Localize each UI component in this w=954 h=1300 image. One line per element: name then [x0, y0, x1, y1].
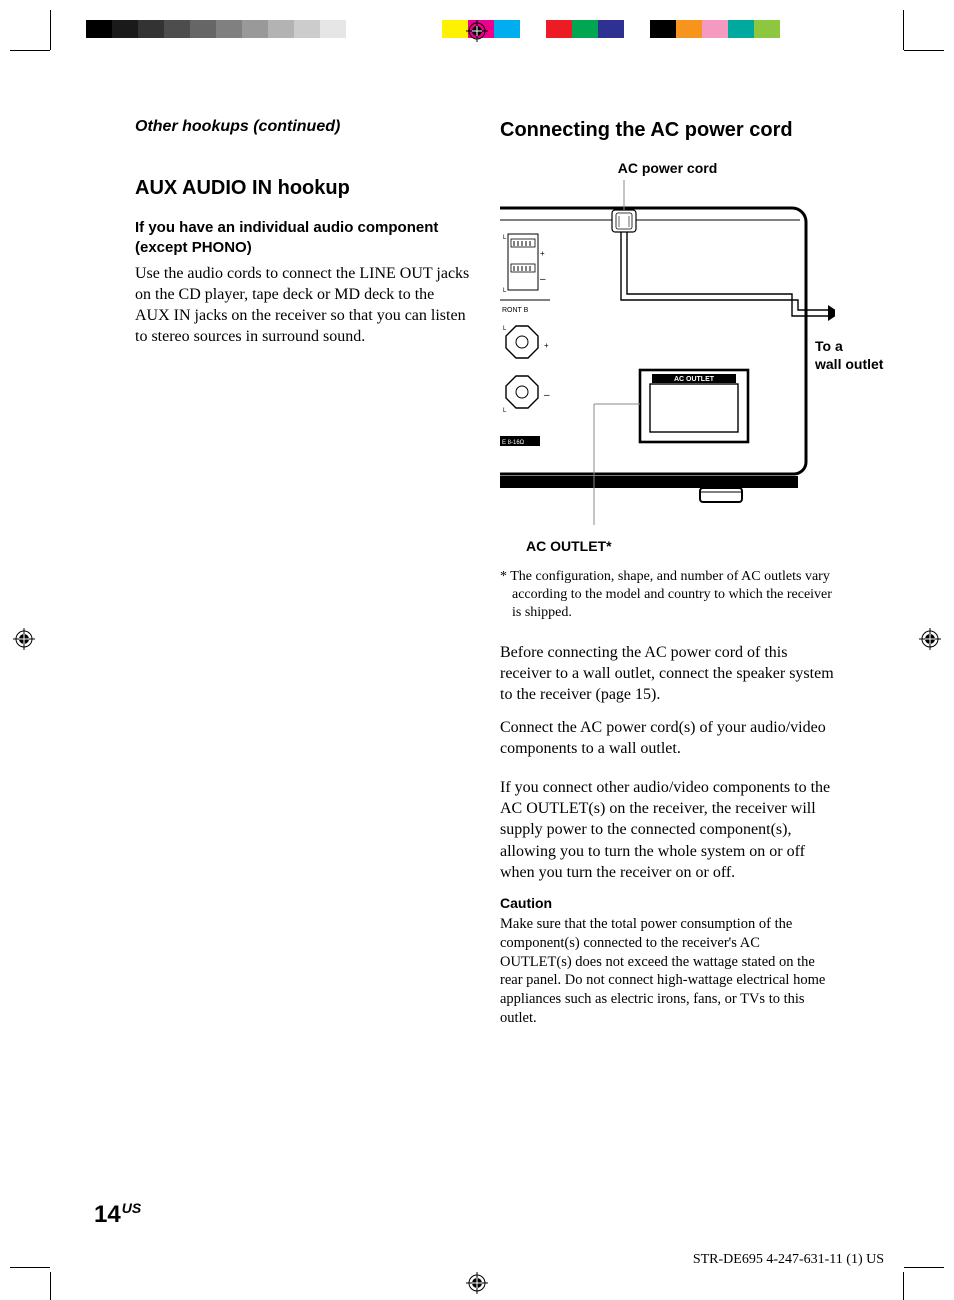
- colorbar-segment: [346, 20, 372, 38]
- colorbar-segment: [242, 20, 268, 38]
- svg-text:+: +: [540, 249, 545, 258]
- colorbar-segment: [676, 20, 702, 38]
- colorbar-segment: [164, 20, 190, 38]
- paragraph-connect-cords: Connect the AC power cord(s) of your aud…: [500, 717, 835, 759]
- colorbar-segment: [728, 20, 754, 38]
- diagram-label-ac-power-cord: AC power cord: [500, 160, 835, 176]
- svg-text:RONT B: RONT B: [502, 307, 529, 314]
- svg-text:L: L: [503, 288, 507, 294]
- crop-mark: [903, 1272, 904, 1300]
- registration-mark-icon: [466, 1272, 488, 1294]
- colorbar-segment: [86, 20, 112, 38]
- left-column: Other hookups (continued) AUX AUDIO IN h…: [135, 118, 470, 1028]
- subheading-component: If you have an individual audio componen…: [135, 218, 470, 257]
- document-footer-id: STR-DE695 4-247-631-11 (1) US: [693, 1252, 884, 1268]
- colorbar-segment: [372, 20, 442, 38]
- colorbar-segment: [190, 20, 216, 38]
- colorbar-segment: [598, 20, 624, 38]
- svg-text:+: +: [544, 341, 549, 350]
- colorbar-segment: [138, 20, 164, 38]
- registration-mark-icon: [919, 628, 941, 650]
- receiver-back-panel-diagram: L + – L RONT B L +: [500, 180, 835, 525]
- colorbar-segment: [546, 20, 572, 38]
- heading-aux-audio-in: AUX AUDIO IN hookup: [135, 176, 470, 200]
- svg-text:L: L: [503, 408, 507, 414]
- colorbar-segment: [494, 20, 520, 38]
- caution-heading: Caution: [500, 895, 835, 911]
- colorbar-segment: [442, 20, 468, 38]
- crop-mark: [50, 1272, 51, 1300]
- colorbar-segment: [572, 20, 598, 38]
- crop-mark: [10, 50, 50, 51]
- section-continued-label: Other hookups (continued): [135, 118, 470, 136]
- crop-mark: [903, 10, 904, 50]
- paragraph-aux-instructions: Use the audio cords to connect the LINE …: [135, 263, 470, 347]
- ac-diagram: AC power cord: [500, 160, 835, 554]
- crop-mark: [904, 1267, 944, 1268]
- svg-text:L: L: [503, 235, 507, 241]
- crop-mark: [50, 10, 51, 50]
- svg-text:–: –: [544, 390, 550, 401]
- colorbar-segment: [780, 20, 880, 38]
- colorbar-segment: [268, 20, 294, 38]
- colorbar-segment: [0, 20, 86, 38]
- heading-connecting-ac: Connecting the AC power cord: [500, 118, 835, 142]
- crop-mark: [904, 50, 944, 51]
- colorbar-segment: [294, 20, 320, 38]
- diagram-label-ac-outlet: AC OUTLET*: [526, 538, 835, 554]
- colorbar-segment: [112, 20, 138, 38]
- colorbar-segment: [520, 20, 546, 38]
- paragraph-before-connecting: Before connecting the AC power cord of t…: [500, 642, 835, 705]
- colorbar-segment: [320, 20, 346, 38]
- page-number: 14US: [94, 1200, 141, 1229]
- svg-text:E 8-16Ω: E 8-16Ω: [502, 440, 525, 446]
- colorbar-segment: [702, 20, 728, 38]
- colorbar-segment: [624, 20, 650, 38]
- diagram-label-wall-outlet: To a wall outlet: [815, 338, 905, 373]
- page-content: Other hookups (continued) AUX AUDIO IN h…: [135, 118, 835, 1028]
- registration-mark-icon: [466, 20, 488, 42]
- registration-mark-icon: [13, 628, 35, 650]
- right-column: Connecting the AC power cord AC power co…: [500, 118, 835, 1028]
- svg-text:L: L: [503, 326, 507, 332]
- footnote-ac-outlet: * The configuration, shape, and number o…: [500, 568, 835, 622]
- colorbar-segment: [216, 20, 242, 38]
- svg-text:–: –: [540, 274, 546, 285]
- crop-mark: [10, 1267, 50, 1268]
- paragraph-if-connect-other: If you connect other audio/video compone…: [500, 777, 835, 883]
- svg-text:AC OUTLET: AC OUTLET: [674, 376, 715, 383]
- colorbar-segment: [650, 20, 676, 38]
- colorbar-segment: [754, 20, 780, 38]
- caution-body: Make sure that the total power consumpti…: [500, 915, 835, 1028]
